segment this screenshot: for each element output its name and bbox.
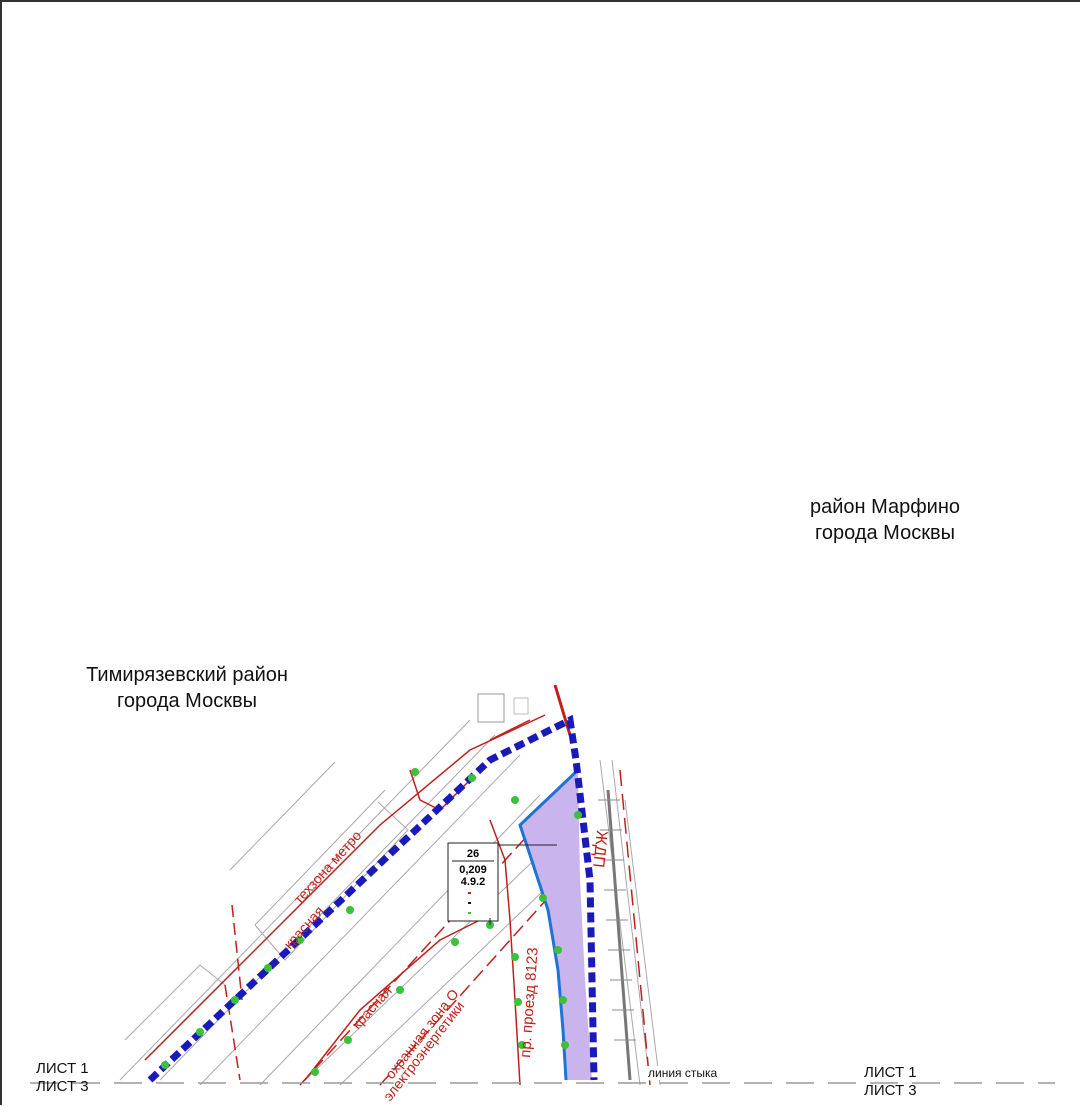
plot-number: 26 [467, 848, 479, 860]
sheet-label-left: ЛИСТ 1 ЛИСТ 3 [36, 1060, 89, 1096]
railway-label: ЖДП [589, 830, 610, 869]
district-city: города Москвы [117, 690, 257, 712]
district-name: район Марфино [809, 496, 961, 518]
plot-area [520, 770, 592, 1080]
sheet-bottom: ЛИСТ 3 [864, 1082, 917, 1099]
district-name: Тимирязевский район [86, 664, 288, 686]
red-line-label-1: красная [280, 903, 327, 952]
red-lines [144, 684, 651, 1086]
protection-zone-label-2: электроэнергетики [380, 998, 468, 1104]
metro-zone-label: техзона метро [290, 827, 364, 907]
sheet-top: ЛИСТ 1 [36, 1060, 89, 1077]
sheet-bottom: ЛИСТ 3 [36, 1078, 89, 1095]
driveway-label: пр. проезд 8123 [517, 947, 542, 1058]
plot-outline [518, 768, 580, 1081]
district-label-timiryazevsky: Тимирязевский район города Москвы [52, 662, 322, 714]
plot-code: 4.9.2 [461, 876, 485, 888]
sheet-label-right: ЛИСТ 1 ЛИСТ 3 [864, 1064, 917, 1100]
sheet-top: ЛИСТ 1 [864, 1064, 917, 1081]
railway-track [598, 789, 636, 1081]
district-label-marfino: район Марфино города Москвы [770, 494, 1000, 546]
district-city: города Москвы [815, 522, 955, 544]
boundary-line [147, 714, 598, 1083]
plot-area-value: 0,209 [459, 864, 487, 876]
junction-line-label: линия стыка [645, 1066, 721, 1080]
boundary-markers [161, 768, 582, 1076]
red-line-label-2: красная [348, 983, 395, 1032]
plot-info-box: 26 0,209 4.9.2 [447, 842, 557, 925]
